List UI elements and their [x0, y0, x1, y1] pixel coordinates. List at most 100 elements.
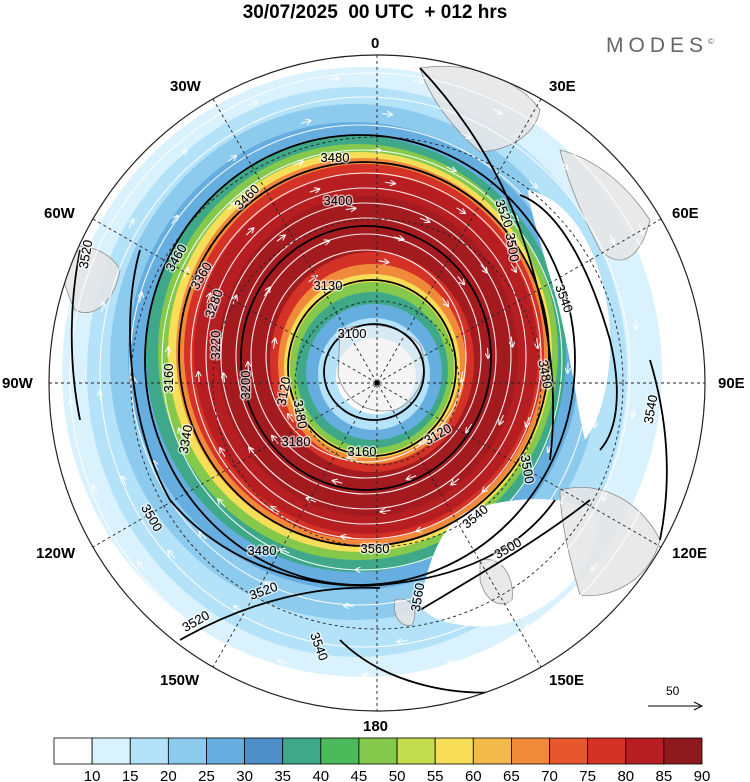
- colorbar-tick-label: 30: [236, 768, 253, 782]
- wind-arrow: [300, 121, 311, 124]
- contour-label: 3340: [176, 424, 196, 455]
- colorbar-tick-label: 20: [160, 768, 177, 782]
- contour-label-halo: 3560: [408, 582, 428, 613]
- colorbar-swatch: [434, 737, 474, 765]
- lon-label-180: 180: [363, 718, 389, 735]
- wind-arrow: [122, 477, 126, 486]
- lon-label-90e: 90E: [718, 375, 745, 392]
- contour-label-halo: 3480: [248, 543, 277, 558]
- colorbar-tick-label: 70: [541, 768, 558, 782]
- contour-label: 3400: [324, 193, 353, 208]
- wind-arrow: [559, 495, 565, 504]
- wind-arrow: [433, 555, 443, 559]
- wind-arrow: [309, 189, 320, 192]
- lon-label-120w: 120W: [36, 545, 76, 562]
- wind-arrow: [93, 224, 97, 234]
- wind-arrow: [276, 235, 285, 242]
- wind-arrow: [529, 180, 537, 188]
- wind-arrow: [348, 458, 358, 460]
- lon-label-120e: 120E: [672, 545, 708, 562]
- wind-arrow: [594, 417, 597, 428]
- wind-arrow: [199, 532, 207, 540]
- contour-label-halo: 3100: [338, 326, 367, 341]
- contour-label-halo: 3560: [361, 541, 390, 556]
- wind-arrow: [499, 414, 503, 424]
- contour-label-halo: 3200: [238, 371, 253, 400]
- colorbar-tick-label: 50: [389, 768, 406, 782]
- colorbar-swatch: [53, 737, 93, 765]
- reference-vector-label: 50: [666, 684, 680, 698]
- lon-label-150w: 150W: [160, 672, 200, 689]
- wind-arrow: [128, 220, 134, 229]
- contour-label-halo: 3220: [208, 331, 223, 360]
- contour-label: 3180: [282, 434, 311, 449]
- wind-arrow: [307, 498, 316, 502]
- lon-label-90w: 90W: [2, 375, 33, 392]
- wind-arrow: [263, 288, 269, 297]
- wind-arrow: [466, 423, 473, 432]
- wind-arrow: [313, 638, 323, 640]
- wind-arrow: [456, 207, 465, 213]
- contour-label: 3480: [248, 543, 277, 558]
- wind-arrow: [397, 641, 408, 642]
- colorbar-tick-label: 15: [122, 768, 139, 782]
- contour-label-halo: 3340: [176, 424, 196, 455]
- lon-label-60e: 60E: [672, 205, 699, 222]
- wind-arrow: [201, 92, 210, 98]
- contour-label-halo: 3480: [536, 359, 556, 390]
- wind-arrow: [328, 78, 339, 79]
- wind-arrow: [378, 261, 389, 263]
- wind-arrow: [293, 161, 303, 165]
- colorbar-swatch: [282, 737, 322, 765]
- wind-arrow: [384, 182, 395, 183]
- lon-label-150e: 150E: [549, 672, 585, 689]
- wind-arrow: [664, 400, 665, 410]
- wind-arrows: [70, 45, 665, 675]
- contour-label-halo: 3130: [314, 278, 343, 293]
- wind-arrow: [526, 416, 529, 426]
- wind-arrow: [266, 582, 275, 586]
- wind-arrow: [274, 339, 276, 349]
- contour-label-halo: 3160: [161, 364, 176, 393]
- wind-arrow: [70, 400, 71, 410]
- wind-arrow: [526, 92, 534, 98]
- colorbar-swatch: [206, 737, 245, 765]
- colorbar-tick-label: 40: [312, 768, 329, 782]
- colorbar-tick-label: 55: [427, 768, 444, 782]
- colorbar-tick-label: 65: [503, 768, 520, 782]
- lon-label-30w: 30W: [170, 78, 201, 95]
- wind-arrow: [407, 476, 417, 480]
- contour-label: 3520: [76, 239, 96, 270]
- wind-arrow: [333, 481, 343, 484]
- wind-arrow: [171, 216, 178, 225]
- contour-label: 3540: [641, 394, 661, 425]
- colorbar-swatch: [549, 737, 589, 765]
- contour-label-halo: 3120: [274, 376, 294, 407]
- colorbar-swatch: [511, 737, 550, 765]
- wind-arrow: [591, 562, 599, 571]
- colorbar-swatch: [396, 737, 436, 765]
- colorbar-tick-label: 10: [84, 768, 101, 782]
- wind-arrow: [381, 114, 392, 115]
- wind-arrow: [247, 102, 257, 106]
- colorbar-tick-label: 45: [351, 768, 368, 782]
- wind-arrow: [447, 57, 458, 60]
- lon-label-0: 0: [371, 35, 380, 52]
- wind-arrow: [224, 373, 225, 384]
- lon-label-30e: 30E: [549, 78, 576, 95]
- land-masses: [59, 65, 661, 626]
- colorbar-tick-label: 35: [274, 768, 291, 782]
- wind-arrow: [451, 478, 460, 485]
- contour-label-halo: 3500: [503, 232, 523, 263]
- wind-arrow: [278, 661, 289, 664]
- brand-name: MODES: [606, 34, 709, 57]
- contour-label-halo: 3180: [282, 434, 311, 449]
- contour-label: 3160: [161, 364, 176, 393]
- wind-arrow: [639, 224, 643, 234]
- contour-label: 3120: [274, 376, 294, 407]
- wind-arrow: [511, 336, 512, 347]
- wind-arrow: [413, 81, 423, 83]
- wind-arrow: [554, 281, 558, 291]
